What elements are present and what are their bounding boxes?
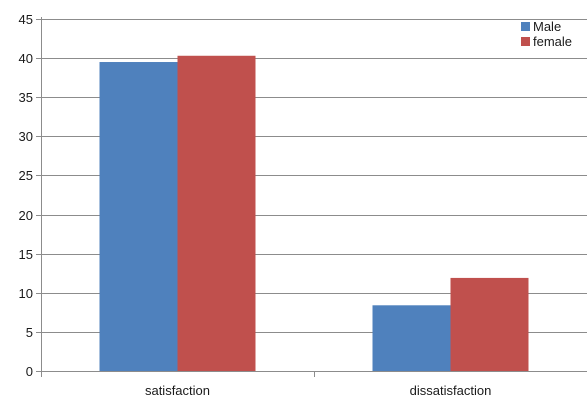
y-tick-label: 0 (26, 364, 33, 379)
x-tick-label: satisfaction (145, 383, 210, 398)
y-tick-label: 30 (19, 129, 33, 144)
y-tick-label: 15 (19, 247, 33, 262)
bar-female-satisfaction (177, 55, 256, 372)
bar-female-dissatisfaction (450, 277, 529, 371)
legend-swatch-female (521, 37, 530, 46)
y-axis-tick-labels: 0 5 10 15 20 25 30 35 40 45 (19, 12, 33, 379)
y-tick-label: 45 (19, 12, 33, 27)
bar-male-satisfaction (99, 62, 178, 372)
y-tick-label: 20 (19, 208, 33, 223)
legend-label-male: Male (533, 19, 561, 34)
y-tick-label: 25 (19, 168, 33, 183)
legend-label-female: female (533, 34, 572, 49)
x-axis-tick-labels: satisfaction dissatisfaction (145, 383, 491, 398)
y-tick-label: 35 (19, 90, 33, 105)
y-tick-label: 40 (19, 51, 33, 66)
y-tick-label: 5 (26, 325, 33, 340)
x-tick-label: dissatisfaction (410, 383, 492, 398)
bars (99, 55, 529, 372)
legend-swatch-male (521, 22, 530, 31)
axes (36, 17, 587, 377)
y-tick-label: 10 (19, 286, 33, 301)
bar-male-dissatisfaction (372, 305, 451, 371)
